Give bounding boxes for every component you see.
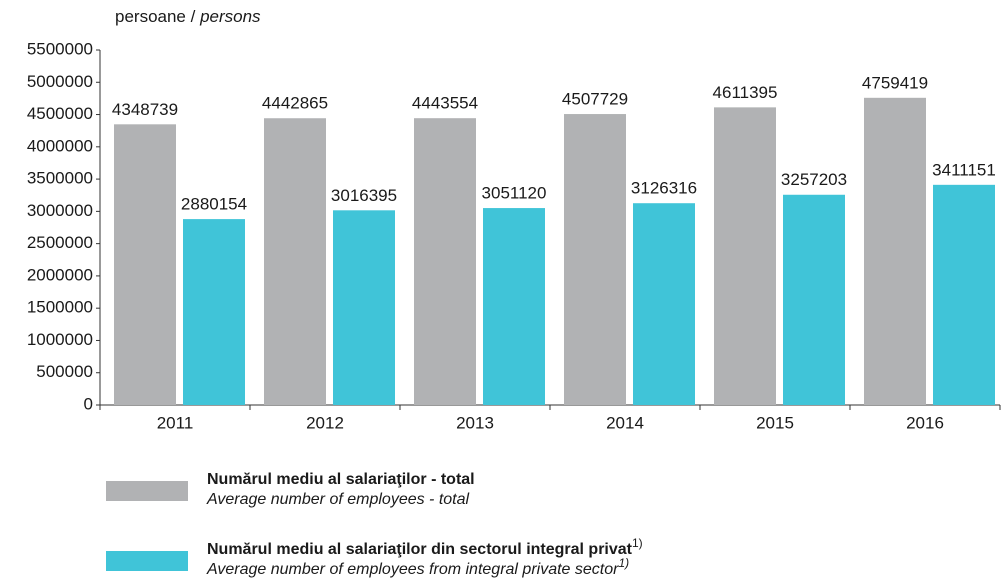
legend-name-en: Average number of employees from integra… xyxy=(206,561,619,578)
x-tick-label: 2011 xyxy=(157,413,194,432)
value-label: 2880154 xyxy=(181,195,247,214)
legend-name: Numărul mediu al salariaţilor - total xyxy=(207,471,475,488)
legend-label: Numărul mediu al salariaţilor - total xyxy=(207,471,475,488)
x-tick-label: 2016 xyxy=(906,413,944,432)
legend-label: Numărul mediu al salariaţilor din sector… xyxy=(207,536,643,558)
x-tick-label: 2012 xyxy=(306,413,344,432)
bar xyxy=(183,219,245,405)
value-label: 4507729 xyxy=(562,90,628,109)
value-label: 3051120 xyxy=(482,184,547,203)
legend-note: 1) xyxy=(632,536,643,550)
bar xyxy=(114,124,176,406)
y-axis-label: persoane / persons xyxy=(115,7,261,26)
bar xyxy=(414,118,476,406)
y-tick-label: 5500000 xyxy=(27,39,93,58)
value-label: 4442865 xyxy=(262,94,328,113)
y-axis-label-en: persons xyxy=(199,7,261,26)
legend-label-en: Average number of employees from integra… xyxy=(206,556,629,578)
y-tick-label: 3500000 xyxy=(27,169,93,188)
legend-label-en: Average number of employees - total xyxy=(206,491,470,508)
y-axis-label-ro: persoane / xyxy=(115,7,200,26)
bar xyxy=(714,107,776,406)
value-label: 4443554 xyxy=(412,94,478,113)
value-label: 4759419 xyxy=(862,73,928,92)
y-tick-label: 2500000 xyxy=(27,233,93,252)
x-tick-label: 2014 xyxy=(606,413,644,432)
y-tick-label: 3000000 xyxy=(27,201,93,220)
value-label: 4348739 xyxy=(112,100,178,119)
y-tick-label: 4500000 xyxy=(27,104,93,123)
legend-name: Numărul mediu al salariaţilor din sector… xyxy=(207,541,633,558)
value-label: 3257203 xyxy=(781,170,847,189)
value-label: 3016395 xyxy=(331,186,397,205)
bar xyxy=(564,114,626,406)
value-label: 4611395 xyxy=(713,83,778,102)
bar xyxy=(864,97,926,405)
y-tick-label: 0 xyxy=(84,394,93,413)
legend-swatch xyxy=(106,551,188,571)
value-label: 3411151 xyxy=(932,160,996,179)
bar xyxy=(483,208,545,405)
x-tick-label: 2015 xyxy=(756,413,794,432)
bar xyxy=(264,118,326,405)
value-label: 3126316 xyxy=(631,179,697,198)
bar xyxy=(633,203,695,405)
legend-note-en: 1) xyxy=(618,556,629,570)
bar xyxy=(783,194,845,405)
y-tick-label: 2000000 xyxy=(27,265,93,284)
y-tick-label: 5000000 xyxy=(27,72,93,91)
bar xyxy=(933,184,995,405)
y-tick-label: 1500000 xyxy=(27,298,93,317)
bar xyxy=(333,210,395,405)
legend-swatch xyxy=(106,481,188,501)
x-tick-label: 2013 xyxy=(456,413,494,432)
y-tick-label: 4000000 xyxy=(27,136,93,155)
y-tick-label: 1000000 xyxy=(27,330,93,349)
y-tick-label: 500000 xyxy=(36,362,93,381)
legend-name-en: Average number of employees - total xyxy=(206,491,470,508)
